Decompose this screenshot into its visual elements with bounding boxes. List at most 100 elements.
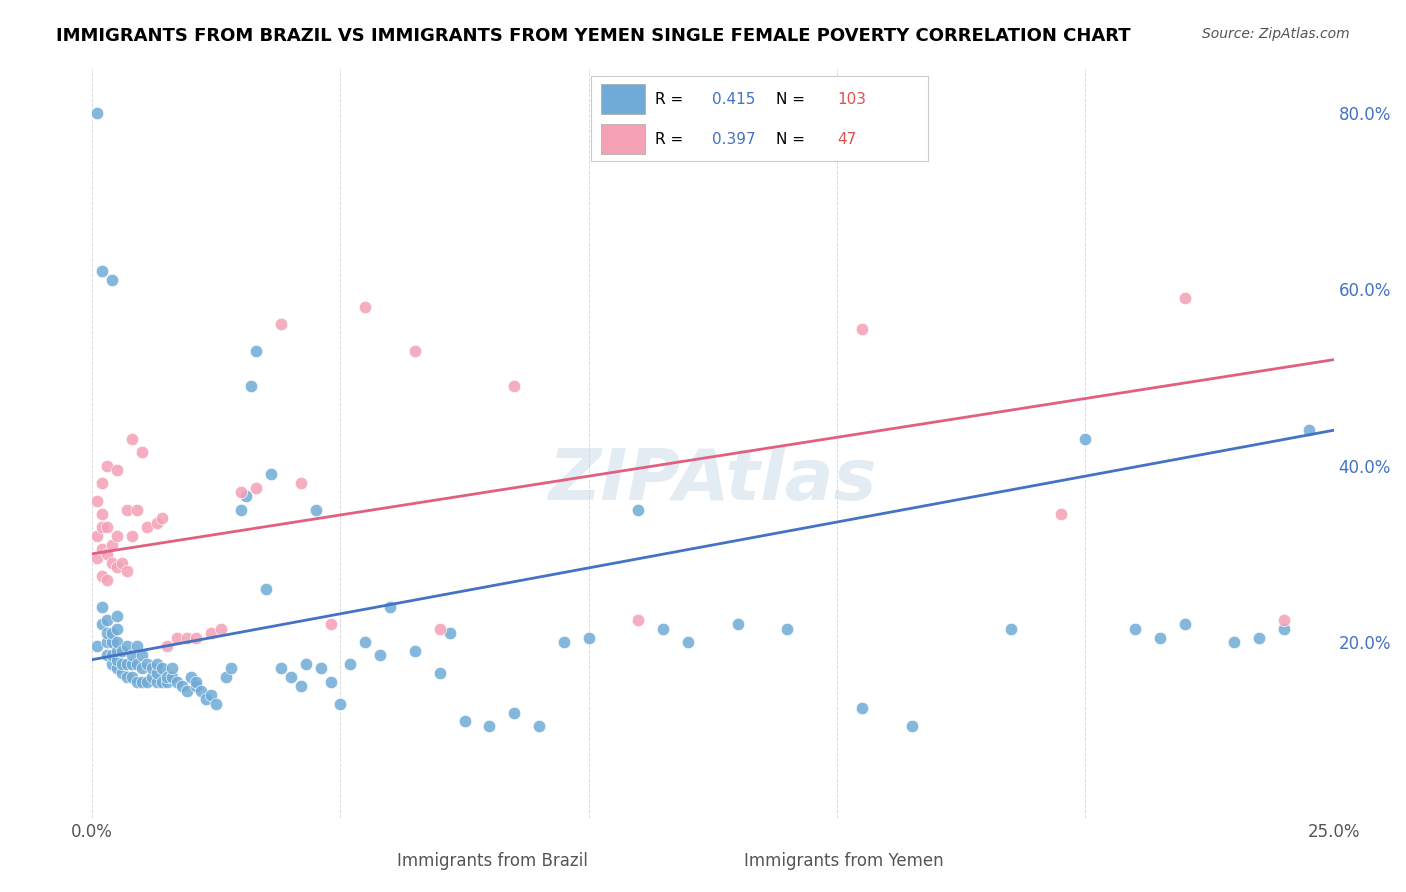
Point xyxy=(195,692,218,706)
Point xyxy=(676,635,699,649)
Point xyxy=(254,582,277,596)
Point xyxy=(1149,631,1171,645)
Point xyxy=(727,617,749,632)
Point xyxy=(290,476,312,491)
FancyBboxPatch shape xyxy=(600,85,644,114)
Point xyxy=(851,322,873,336)
Point xyxy=(145,665,167,680)
Point xyxy=(150,674,173,689)
Point xyxy=(176,683,198,698)
Point xyxy=(86,493,108,508)
Point xyxy=(91,599,114,614)
Point xyxy=(91,569,114,583)
Point xyxy=(101,273,124,287)
Point xyxy=(354,635,377,649)
Point xyxy=(378,599,401,614)
Point xyxy=(125,502,148,516)
Point xyxy=(166,674,188,689)
Point xyxy=(91,617,114,632)
Point xyxy=(270,318,292,332)
Point xyxy=(439,626,461,640)
Point xyxy=(1000,622,1022,636)
Point xyxy=(429,622,451,636)
Point xyxy=(160,670,183,684)
Point xyxy=(1272,622,1295,636)
Point xyxy=(319,617,342,632)
Point xyxy=(101,626,124,640)
Point xyxy=(627,613,650,627)
Point xyxy=(503,379,526,393)
Point xyxy=(294,657,316,671)
Point xyxy=(111,665,134,680)
Point xyxy=(86,105,108,120)
Point xyxy=(304,502,326,516)
Point xyxy=(1298,423,1320,437)
Point xyxy=(200,626,222,640)
Point xyxy=(245,481,267,495)
Point xyxy=(1223,635,1246,649)
Point xyxy=(96,458,118,473)
Point xyxy=(86,529,108,543)
Point xyxy=(900,719,922,733)
Text: 0.415: 0.415 xyxy=(711,92,755,107)
Point xyxy=(96,573,118,587)
Point xyxy=(131,674,153,689)
Point xyxy=(141,661,163,675)
Point xyxy=(101,538,124,552)
Point xyxy=(121,432,143,446)
Point xyxy=(121,529,143,543)
Point xyxy=(105,529,128,543)
Point xyxy=(156,670,179,684)
Point xyxy=(101,635,124,649)
Point xyxy=(240,379,263,393)
Point xyxy=(131,648,153,663)
Point xyxy=(86,640,108,654)
Point xyxy=(96,613,118,627)
Point xyxy=(115,502,138,516)
Point xyxy=(404,644,426,658)
Point xyxy=(260,467,283,482)
Point xyxy=(105,560,128,574)
Point xyxy=(121,670,143,684)
Point xyxy=(1174,291,1197,305)
Point xyxy=(339,657,361,671)
Point xyxy=(652,622,675,636)
Point xyxy=(160,661,183,675)
Point xyxy=(115,565,138,579)
Point xyxy=(156,674,179,689)
Point xyxy=(170,679,193,693)
Point xyxy=(368,648,391,663)
Point xyxy=(91,542,114,557)
Point xyxy=(141,670,163,684)
Point xyxy=(231,485,253,500)
Point xyxy=(215,670,238,684)
Point xyxy=(101,648,124,663)
Point xyxy=(111,556,134,570)
Point xyxy=(851,701,873,715)
Point xyxy=(105,644,128,658)
Point xyxy=(1074,432,1097,446)
Point xyxy=(91,476,114,491)
Point xyxy=(404,343,426,358)
Point xyxy=(245,343,267,358)
Point xyxy=(776,622,799,636)
Point xyxy=(503,706,526,720)
Point xyxy=(231,502,253,516)
Point xyxy=(1272,613,1295,627)
Point xyxy=(125,657,148,671)
Point xyxy=(180,670,202,684)
Point xyxy=(135,657,157,671)
Point xyxy=(200,688,222,702)
Point xyxy=(135,520,157,534)
Point xyxy=(1249,631,1271,645)
Point xyxy=(319,674,342,689)
Point xyxy=(96,626,118,640)
Point xyxy=(86,551,108,566)
Text: R =: R = xyxy=(655,132,688,147)
Text: Source: ZipAtlas.com: Source: ZipAtlas.com xyxy=(1202,27,1350,41)
Point xyxy=(176,631,198,645)
Text: N =: N = xyxy=(776,132,815,147)
Point xyxy=(429,665,451,680)
Text: 0.397: 0.397 xyxy=(711,132,755,147)
Point xyxy=(156,640,179,654)
